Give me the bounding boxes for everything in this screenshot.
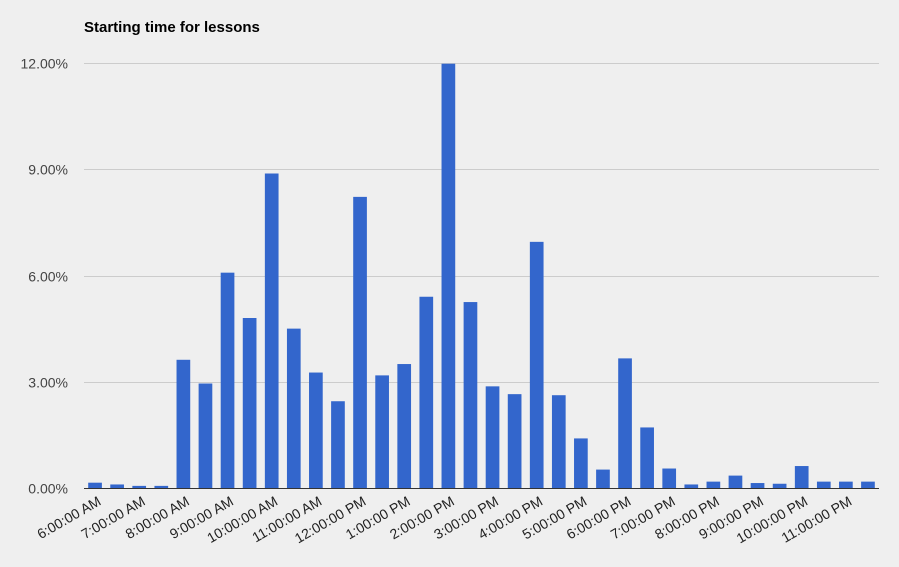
bar: [375, 375, 389, 489]
bar: [861, 481, 875, 489]
chart-title: Starting time for lessons: [84, 19, 260, 36]
bar: [419, 296, 434, 488]
bar: [88, 482, 102, 488]
bar: [529, 241, 544, 488]
bar: [242, 318, 257, 488]
y-tick-label: 3.00%: [28, 375, 68, 391]
bar: [397, 364, 412, 488]
bar: [264, 173, 279, 488]
bar: [574, 438, 588, 488]
bar: [816, 481, 831, 489]
bar: [596, 469, 610, 488]
y-tick-label: 12.00%: [21, 56, 68, 72]
bar: [750, 483, 765, 488]
bar: [551, 395, 566, 488]
bar: [706, 481, 721, 489]
bar: [618, 358, 632, 489]
bar: [286, 328, 301, 489]
bar: [839, 481, 853, 489]
bar: [198, 383, 213, 488]
bar: [684, 484, 699, 488]
bar: [794, 466, 809, 488]
bar: [309, 372, 323, 488]
gridlines: [84, 63, 879, 383]
bar: [772, 483, 787, 488]
bar: [154, 485, 169, 489]
y-tick-label: 0.00%: [28, 481, 68, 497]
bar-series: [88, 63, 875, 489]
y-tick-label: 6.00%: [28, 269, 68, 285]
y-tick-label: 9.00%: [28, 162, 68, 178]
bar: [331, 401, 345, 488]
bar: [640, 427, 654, 488]
bar: [132, 485, 147, 489]
bar: [728, 475, 743, 488]
bar: [485, 386, 500, 488]
bar: [176, 359, 191, 488]
bar: [662, 468, 677, 488]
bar: [441, 63, 456, 489]
bar: [110, 484, 124, 488]
bar: [220, 272, 235, 488]
bar: [507, 394, 522, 488]
bar: [353, 196, 367, 489]
bar: [463, 302, 478, 488]
